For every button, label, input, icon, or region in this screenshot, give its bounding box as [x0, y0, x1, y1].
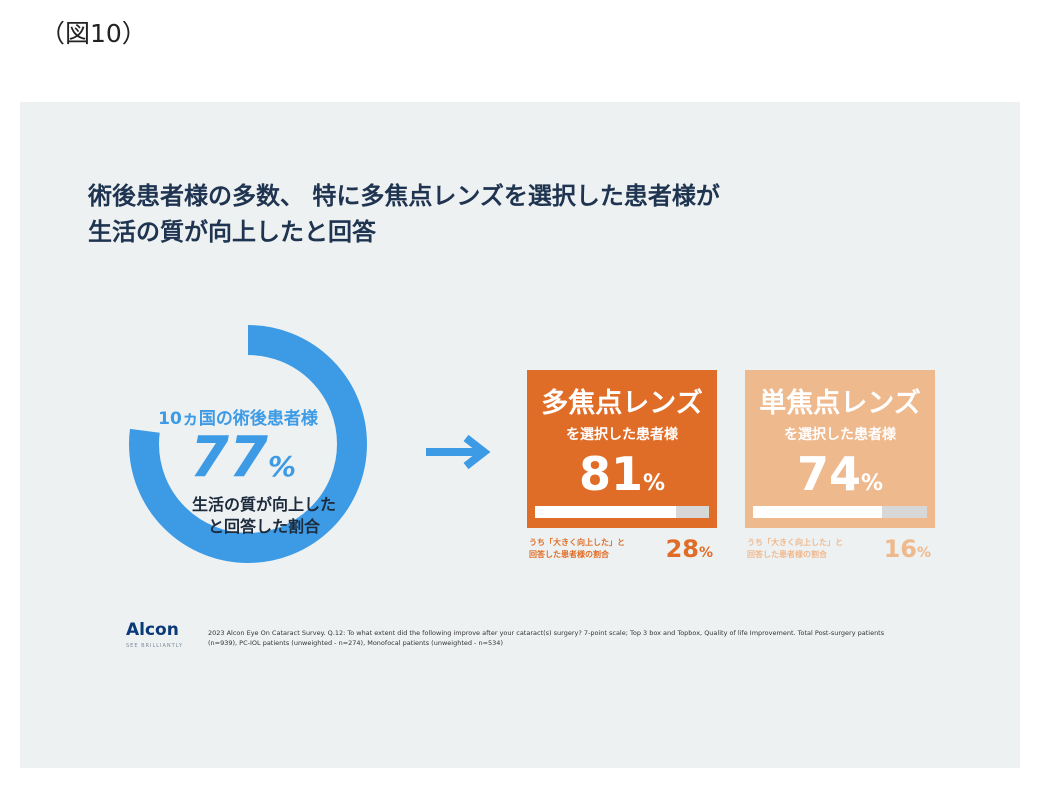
alcon-tagline: SEE BRILLIANTLY — [126, 643, 183, 649]
donut-arc — [129, 325, 367, 563]
donut-caption-line-2: と回答した割合 — [207, 517, 320, 536]
monofocal-bar-fill — [753, 506, 882, 518]
monofocal-note: うち「大きく向上した」と 回答した患者様の割合 16% — [745, 535, 935, 565]
donut-value: 77 — [190, 425, 268, 490]
multifocal-unit: % — [642, 471, 666, 496]
monofocal-bar-track — [753, 506, 927, 518]
monofocal-percent: 74% — [745, 448, 935, 510]
monofocal-note-percent: 16% — [884, 535, 931, 567]
donut-percent: 77% — [128, 428, 358, 497]
multifocal-subtitle: を選択した患者様 — [566, 427, 678, 443]
donut-labels: 10ヵ国の術後患者様 77% 生活の質が向上した と回答した割合 — [128, 324, 388, 564]
multifocal-percent: 81% — [527, 448, 717, 510]
arrow-right-icon — [426, 434, 491, 470]
monofocal-note-line-1: うち「大きく向上した」と — [747, 538, 843, 547]
figure-label: （図10） — [40, 19, 147, 48]
donut-caption: 生活の質が向上した と回答した割合 — [174, 494, 354, 538]
donut-top-label: 10ヵ国の術後患者様 — [158, 409, 318, 429]
monofocal-note-unit: % — [916, 545, 931, 561]
multifocal-bar-track — [535, 506, 709, 518]
headline-line-2: 生活の質が向上したと回答 — [88, 218, 376, 246]
monofocal-note-text: うち「大きく向上した」と 回答した患者様の割合 — [747, 537, 843, 561]
donut-unit: % — [267, 450, 296, 483]
monofocal-title: 単焦点レンズ — [759, 388, 921, 419]
monofocal-value: 74 — [796, 447, 861, 501]
multifocal-note-line-2: 回答した患者様の割合 — [529, 550, 609, 559]
multifocal-note-text: うち「大きく向上した」と 回答した患者様の割合 — [529, 537, 625, 561]
multifocal-card: 多焦点レンズ を選択した患者様 81% — [527, 370, 717, 528]
multifocal-value: 81 — [578, 447, 643, 501]
headline: 術後患者様の多数、 特に多焦点レンズを選択した患者様が 生活の質が向上したと回答 — [88, 178, 720, 250]
donut-chart — [129, 325, 367, 563]
monofocal-note-value: 16 — [883, 535, 917, 563]
monofocal-subtitle: を選択した患者様 — [784, 427, 896, 443]
source-footnote: 2023 Alcon Eye On Cataract Survey. Q.12:… — [208, 629, 885, 647]
multifocal-title: 多焦点レンズ — [541, 388, 703, 419]
multifocal-note-line-1: うち「大きく向上した」と — [529, 538, 625, 547]
monofocal-unit: % — [860, 471, 884, 496]
multifocal-note-percent: 28% — [666, 535, 713, 567]
monofocal-note-line-2: 回答した患者様の割合 — [747, 550, 827, 559]
multifocal-note: うち「大きく向上した」と 回答した患者様の割合 28% — [527, 535, 717, 565]
multifocal-bar-fill — [535, 506, 676, 518]
headline-line-1: 術後患者様の多数、 特に多焦点レンズを選択した患者様が — [88, 182, 720, 210]
multifocal-note-value: 28 — [665, 535, 699, 563]
multifocal-note-unit: % — [698, 545, 713, 561]
infographic-slide: 術後患者様の多数、 特に多焦点レンズを選択した患者様が 生活の質が向上したと回答… — [20, 102, 1020, 768]
alcon-logo: Alcon — [126, 620, 179, 640]
monofocal-card: 単焦点レンズ を選択した患者様 74% — [745, 370, 935, 528]
donut-caption-line-1: 生活の質が向上した — [191, 495, 336, 514]
